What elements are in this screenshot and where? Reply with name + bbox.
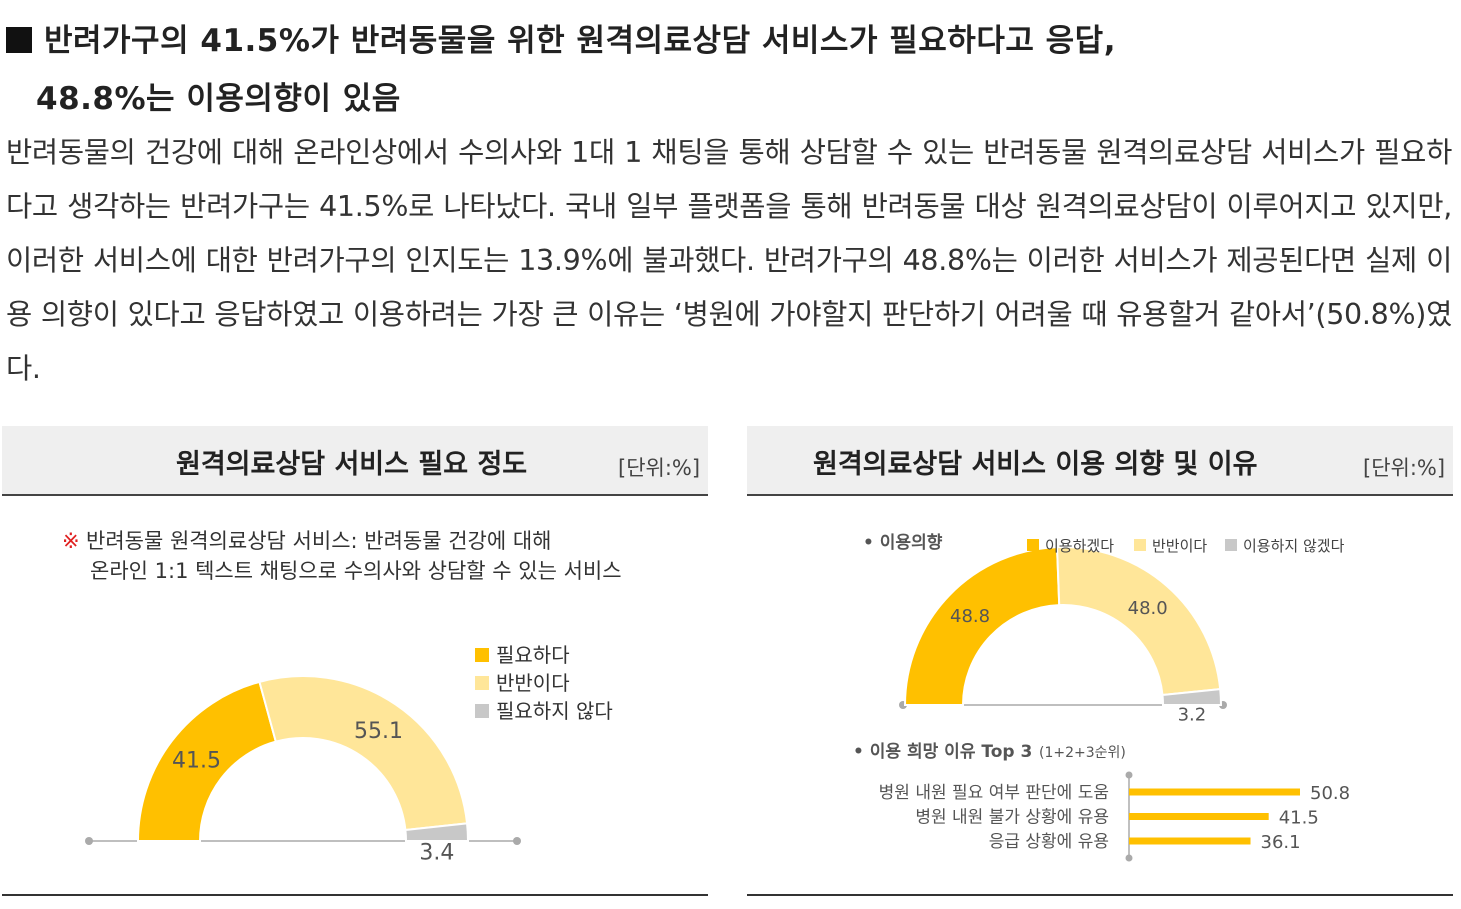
axis-end-dot (1125, 771, 1133, 779)
reasons-section-sublabel: (1+2+3순위) (1039, 745, 1126, 761)
heading-line-2: 48.8%는 이용의향이 있음 (36, 81, 401, 117)
square-bullet-icon (6, 27, 32, 53)
body-paragraph: 반려동물의 건강에 대해 온라인상에서 수의사와 1대 1 채팅을 통해 상담할… (6, 136, 1452, 385)
legend-swatch (1134, 539, 1146, 551)
reason-category-label: 병원 내원 필요 여부 판단에 도움 (879, 783, 1109, 803)
panel-title-bar: 원격의료상담 서비스 필요 정도 [단위:%] (2, 426, 708, 496)
reason-value-label: 50.8 (1310, 783, 1350, 804)
legend-swatch (475, 648, 489, 662)
legend-label: 반반이다 (496, 671, 570, 695)
donut-slice (136, 680, 278, 842)
panel-bottom-rule (2, 894, 708, 896)
heading-line-1: 반려가구의 41.5%가 반려동물을 위한 원격의료상담 서비스가 필요하다고 … (44, 23, 1116, 59)
donut-slice (903, 546, 1061, 706)
intent-section-label: • 이용의향 (863, 532, 943, 553)
note-mark: ※ (62, 529, 80, 553)
reason-bar (1129, 813, 1269, 820)
panel-need-level: 원격의료상담 서비스 필요 정도 [단위:%] ※ 반려동물 원격의료상담 서비… (2, 426, 708, 896)
donut-slice (1161, 688, 1223, 706)
note-line-2: 온라인 1:1 텍스트 채팅으로 수의사와 상담할 수 있는 서비스 (90, 559, 622, 583)
panel-title: 원격의료상담 서비스 이용 의향 및 이유 (813, 449, 1258, 480)
reason-category-label: 병원 내원 불가 상황에 유용 (915, 808, 1109, 828)
reason-bar (1129, 837, 1251, 845)
baseline-end-dot (85, 837, 93, 845)
donut-slice (258, 675, 469, 832)
slice-value-label: 48.0 (1128, 598, 1168, 619)
panel-title: 원격의료상담 서비스 필요 정도 (176, 449, 528, 480)
slice-value-label: 55.1 (354, 719, 403, 744)
unit-label: [단위:%] (1363, 456, 1446, 480)
legend-swatch (1225, 539, 1237, 551)
legend-label: 이용하지 않겠다 (1243, 537, 1345, 555)
donut-slice (404, 822, 470, 842)
note-line-1: 반려동물 원격의료상담 서비스: 반려동물 건강에 대해 (86, 529, 552, 553)
legend-label: 필요하지 않다 (496, 699, 613, 723)
main-heading: 반려가구의 41.5%가 반려동물을 위한 원격의료상담 서비스가 필요하다고 … (6, 12, 1116, 128)
panel-intent-reasons: 원격의료상담 서비스 이용 의향 및 이유 [단위:%] • 이용의향 • 이용… (747, 426, 1453, 896)
reasons-section-label: • 이용 희망 이유 Top 3 (853, 742, 1032, 762)
slice-value-label: 48.8 (950, 606, 990, 627)
donut-slice (1056, 546, 1222, 697)
intent-reasons-chart: • 이용의향 • 이용 희망 이유 Top 3 (1+2+3순위) 48.8 48… (853, 532, 1350, 862)
legend-label: 반반이다 (1152, 537, 1207, 555)
legend-swatch (1027, 539, 1039, 551)
baseline-end-dot (513, 837, 521, 845)
axis-end-dot (1125, 854, 1133, 862)
panel-title-bar: 원격의료상담 서비스 이용 의향 및 이유 [단위:%] (747, 426, 1453, 496)
reason-category-label: 응급 상황에 유용 (989, 832, 1109, 852)
panel-bottom-rule (747, 894, 1453, 896)
need-level-chart: ※ 반려동물 원격의료상담 서비스: 반려동물 건강에 대해 온라인 1:1 텍… (62, 529, 622, 866)
unit-label: [단위:%] (618, 456, 701, 480)
reason-bar (1129, 788, 1300, 796)
legend-swatch (475, 704, 489, 718)
reason-value-label: 41.5 (1279, 808, 1319, 829)
slice-value-label: 41.5 (172, 748, 221, 773)
slice-value-label: 3.4 (419, 841, 454, 866)
legend-label: 필요하다 (496, 643, 570, 667)
legend-swatch (475, 676, 489, 690)
reason-value-label: 36.1 (1261, 832, 1301, 853)
legend-label: 이용하겠다 (1045, 537, 1114, 555)
slice-value-label: 3.2 (1178, 704, 1207, 725)
